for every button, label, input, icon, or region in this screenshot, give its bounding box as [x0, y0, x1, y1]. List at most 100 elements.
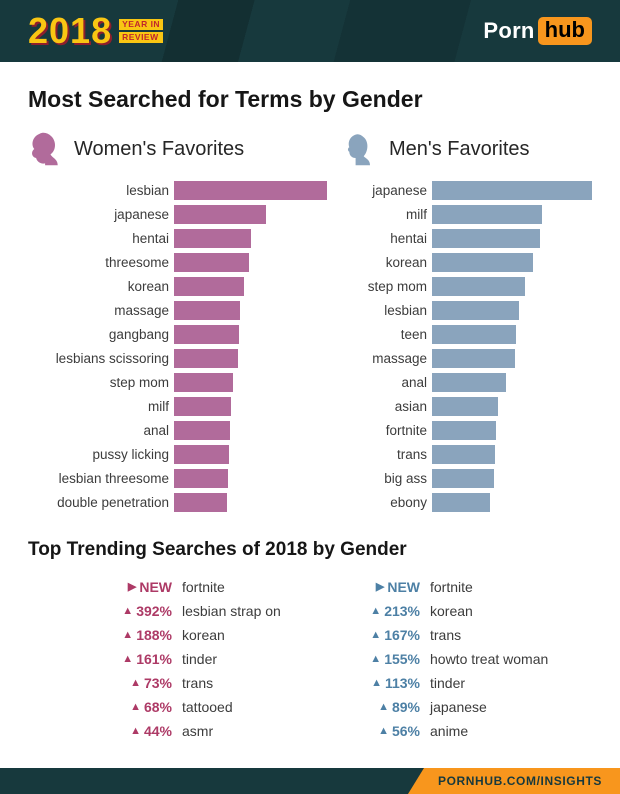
trend-row: ▲ 113% tinder [354, 675, 592, 692]
up-arrow-icon: ▲ [130, 725, 141, 737]
bar [174, 253, 249, 272]
trend-change: ▲ 213% [354, 603, 420, 620]
bar-row: teen [343, 325, 592, 344]
bar-label: milf [148, 399, 169, 414]
bar [174, 373, 233, 392]
bar-row: gangbang [28, 325, 327, 344]
main-content: Most Searched for Terms by Gender Women'… [0, 86, 620, 747]
footer-insights-tag: PORNHUB.COM/INSIGHTS [407, 768, 620, 794]
trend-change: ▶ NEW [106, 579, 172, 596]
bar-row: trans [343, 445, 592, 464]
women-chart-title: Women's Favorites [74, 137, 245, 160]
bar [432, 469, 495, 488]
bar-row: lesbians scissoring [28, 349, 327, 368]
trend-term: japanese [430, 699, 487, 715]
bar-row: step mom [343, 277, 592, 296]
trend-term: korean [182, 627, 225, 643]
trend-change-value: 155% [384, 651, 420, 667]
up-arrow-icon: ▲ [371, 677, 382, 689]
bar-row: korean [28, 277, 327, 296]
trend-change: ▲ 68% [106, 699, 172, 716]
bar-row: japanese [343, 181, 592, 200]
bar [432, 301, 520, 320]
trend-change-value: 73% [143, 675, 172, 691]
bar-label: lesbian [126, 183, 169, 198]
brand-hub-badge: hub [537, 16, 592, 46]
bar-row: hentai [28, 229, 327, 248]
bar [174, 229, 251, 248]
women-trending-list: ▶ NEW fortnite ▲ 392% lesbian strap on ▲ 188% ko… [28, 579, 310, 747]
bar-label: massage [372, 351, 427, 366]
men-trending-list: ▶ NEW fortnite ▲ 213% korean ▲ 167% trans ▲ 155% ho… [310, 579, 592, 747]
trending-title: Top Trending Searches of 2018 by Gender [28, 539, 407, 560]
brand-porn-text: Porn [483, 17, 535, 43]
bar-label: double penetration [57, 495, 169, 510]
trend-change-value: 392% [136, 603, 172, 619]
bar-row: lesbian [28, 181, 327, 200]
up-arrow-icon: ▲ [370, 653, 382, 665]
bar-row: big ass [343, 469, 592, 488]
bar-row: double penetration [28, 493, 327, 512]
bar [432, 277, 525, 296]
trending-row: ▶ NEW fortnite ▲ 392% lesbian strap on ▲ 188% ko… [28, 579, 592, 747]
trend-change-value: 113% [384, 675, 420, 691]
women-chart-header: Women's Favorites [28, 129, 327, 169]
trend-change-value: 89% [391, 699, 420, 715]
up-arrow-icon: ▲ [370, 629, 382, 641]
bar [432, 445, 496, 464]
header-bar: 2018 YEAR IN REVIEW Porn hub [0, 0, 620, 62]
bar [432, 397, 498, 416]
bar [432, 325, 516, 344]
bar-label: pussy licking [92, 447, 169, 462]
up-arrow-icon: ▲ [122, 653, 134, 665]
bar-row: anal [343, 373, 592, 392]
bar-row: pussy licking [28, 445, 327, 464]
bar-label: threesome [105, 255, 169, 270]
trend-change: ▲ 161% [106, 651, 172, 668]
up-arrow-icon: ▲ [130, 701, 141, 713]
bar [432, 373, 506, 392]
bar [174, 349, 239, 368]
bar-label: korean [127, 279, 169, 294]
man-icon [343, 130, 379, 168]
bar [432, 205, 543, 224]
trend-change: ▲ 155% [354, 651, 420, 668]
bar [174, 469, 228, 488]
trend-term: howto treat woman [430, 651, 549, 667]
bar-label: lesbian threesome [58, 471, 169, 486]
bar-row: japanese [28, 205, 327, 224]
women-chart: Women's Favorites lesbian japanese hentai t… [28, 129, 327, 517]
bar-label: anal [143, 423, 169, 438]
bar-row: asian [343, 397, 592, 416]
trend-row: ▲ 188% korean [106, 627, 310, 644]
bar-row: lesbian threesome [28, 469, 327, 488]
bar-row: milf [343, 205, 592, 224]
trend-change-value: NEW [139, 579, 172, 595]
trend-term: trans [430, 627, 462, 643]
page-title: Most Searched for Terms by Gender [28, 86, 423, 112]
bar-label: japanese [372, 183, 427, 198]
year-in-review-logo: 2018 YEAR IN REVIEW [28, 13, 164, 49]
new-arrow-icon: ▶ [375, 581, 385, 593]
trend-change-value: 167% [384, 627, 420, 643]
bar-row: massage [343, 349, 592, 368]
up-arrow-icon: ▲ [378, 725, 389, 737]
trend-term: tinder [182, 651, 218, 667]
bar [174, 277, 245, 296]
bar [174, 301, 240, 320]
bar-label: gangbang [108, 327, 169, 342]
trend-term: fortnite [430, 579, 473, 595]
trend-change: ▲ 56% [354, 723, 420, 740]
bar [432, 349, 516, 368]
bar [174, 205, 266, 224]
bar-label: korean [385, 255, 427, 270]
men-chart-header: Men's Favorites [343, 129, 592, 169]
trend-row: ▲ 161% tinder [106, 651, 310, 668]
new-arrow-icon: ▶ [127, 581, 137, 593]
bar-label: step mom [367, 279, 427, 294]
trend-term: tinder [430, 675, 466, 691]
trend-term: korean [430, 603, 473, 619]
trend-change-value: 56% [391, 723, 420, 739]
bar-row: massage [28, 301, 327, 320]
bar-label: lesbians scissoring [55, 351, 169, 366]
